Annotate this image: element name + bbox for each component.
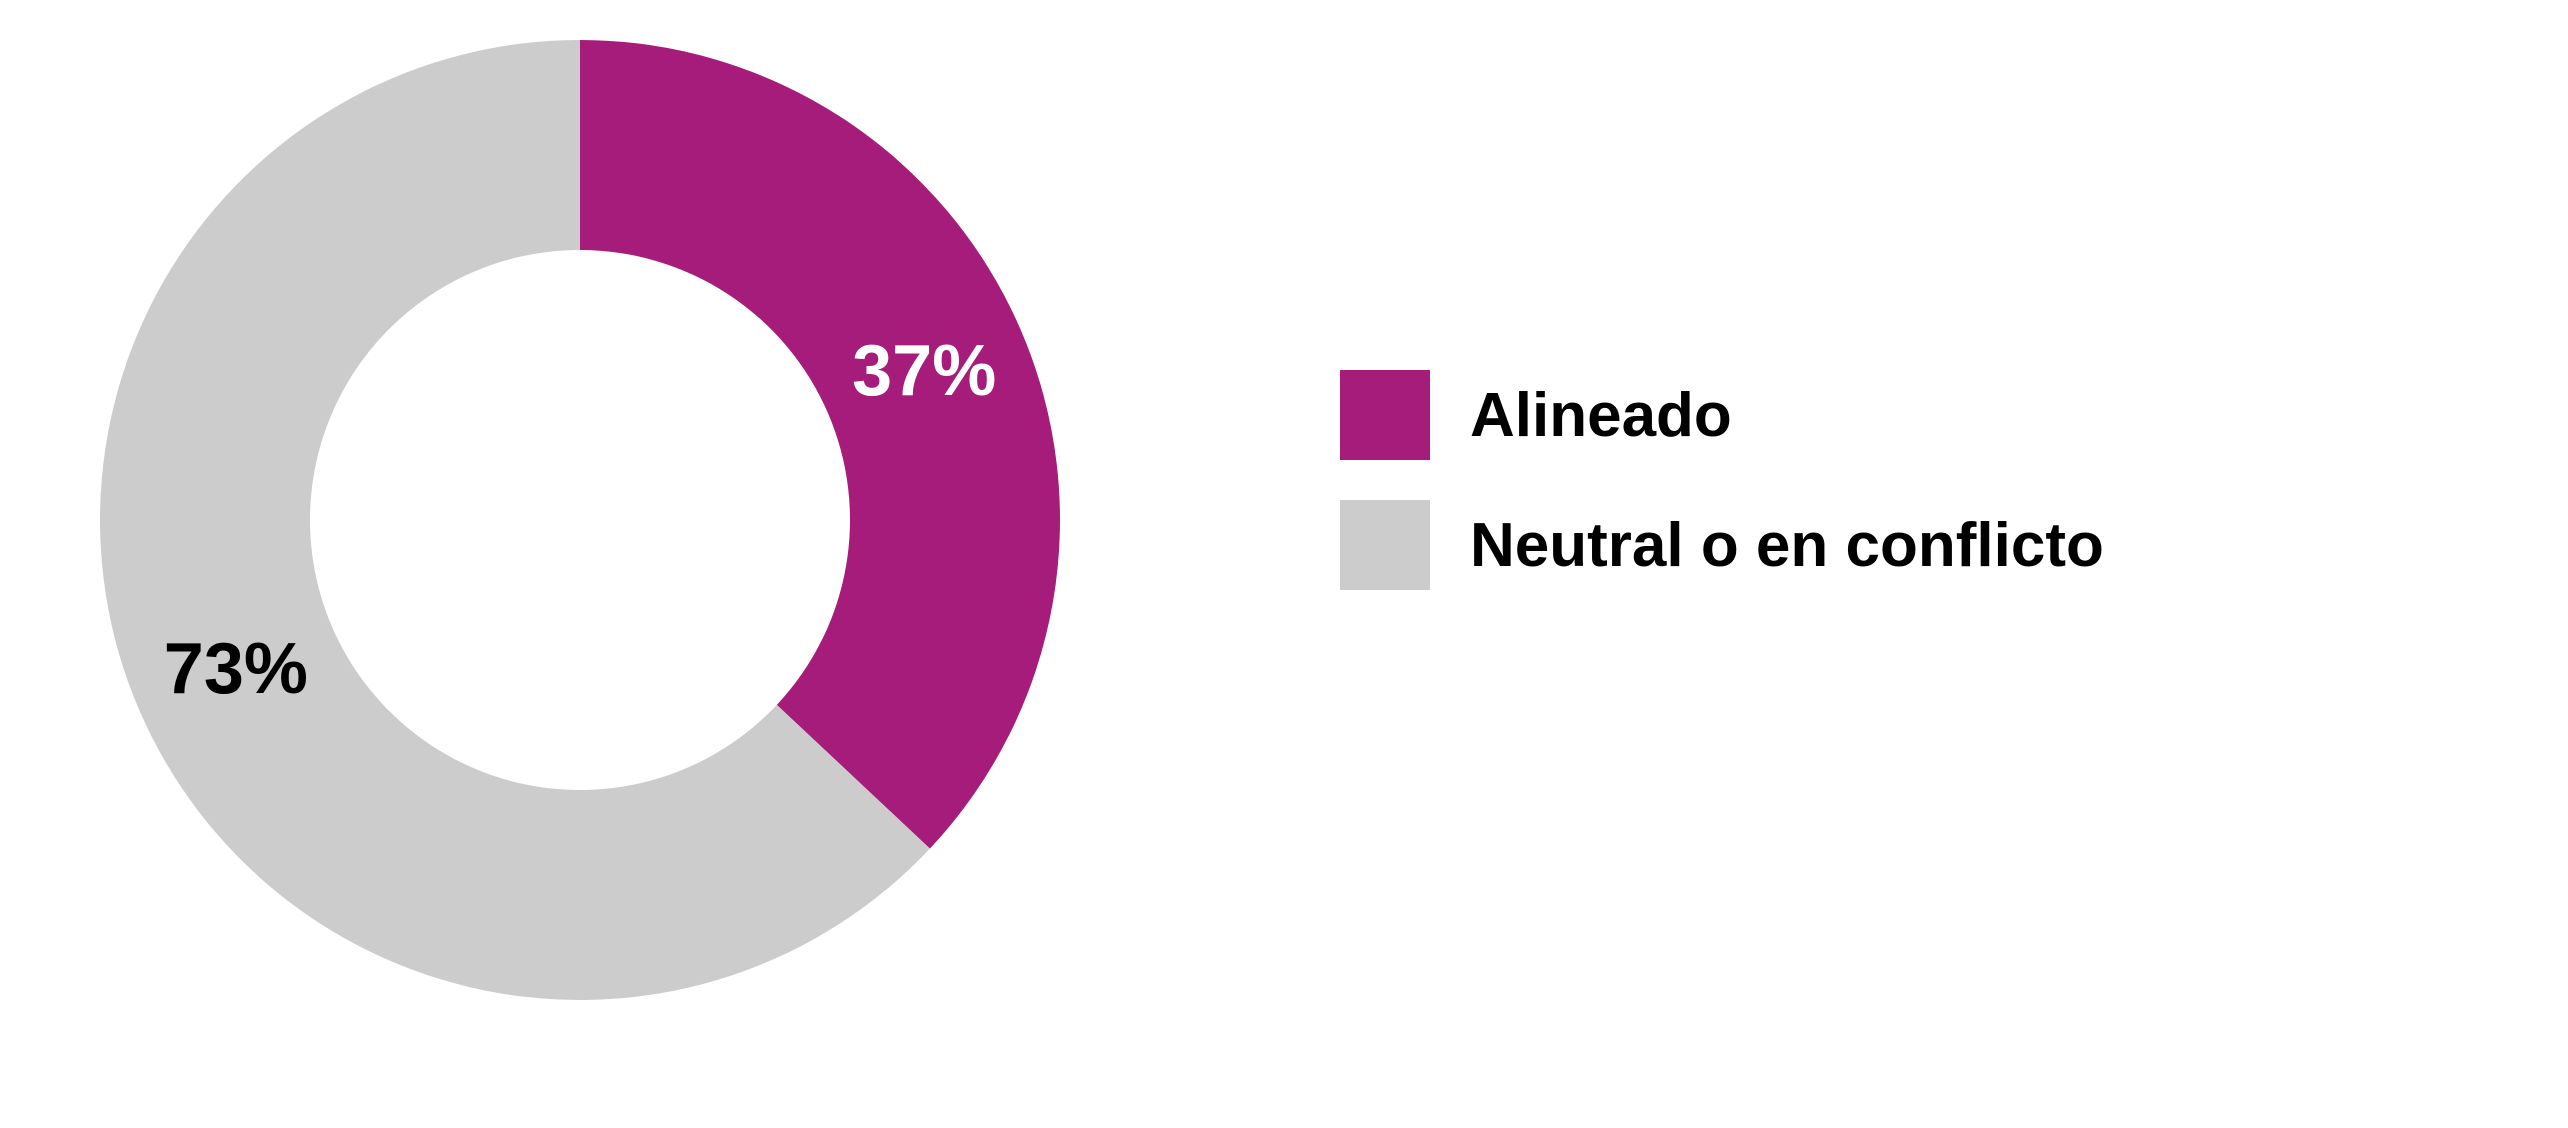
donut-svg — [80, 20, 1080, 1020]
legend-swatch-aligned — [1340, 370, 1430, 460]
legend-label-aligned: Alineado — [1470, 380, 1732, 451]
donut-chart: 37% 73% — [80, 20, 1080, 1020]
legend-item-neutral: Neutral o en conflicto — [1340, 500, 2104, 590]
chart-legend: Alineado Neutral o en conflicto — [1340, 370, 2104, 630]
donut-segment-aligned — [580, 40, 1060, 849]
legend-item-aligned: Alineado — [1340, 370, 2104, 460]
pct-label-neutral: 73% — [164, 628, 308, 710]
legend-label-neutral: Neutral o en conflicto — [1470, 510, 2104, 581]
pct-label-aligned: 37% — [852, 330, 996, 412]
legend-swatch-neutral — [1340, 500, 1430, 590]
